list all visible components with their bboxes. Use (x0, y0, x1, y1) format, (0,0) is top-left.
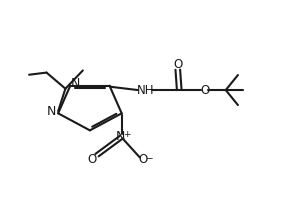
Text: N: N (116, 130, 126, 143)
Text: O: O (200, 84, 209, 97)
Text: −: − (145, 153, 152, 162)
Text: O: O (87, 152, 96, 165)
Text: NH: NH (137, 84, 155, 97)
Text: +: + (123, 130, 131, 139)
Text: N: N (47, 105, 57, 118)
Text: O: O (139, 153, 148, 166)
Text: O: O (173, 58, 182, 71)
Text: N: N (71, 77, 80, 90)
